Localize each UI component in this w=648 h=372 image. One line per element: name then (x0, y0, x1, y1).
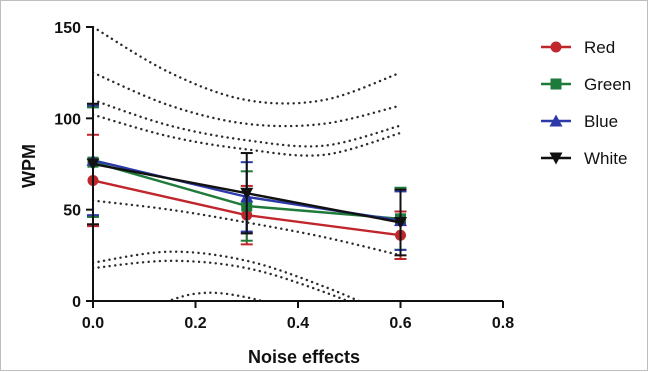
legend-label-green: Green (584, 75, 631, 94)
legend-label-white: White (584, 149, 627, 168)
series-group (86, 102, 407, 260)
confidence-band-4 (93, 113, 402, 157)
series-white (86, 102, 407, 257)
legend-item-green: Green (541, 75, 631, 94)
axes: 0.0 0.2 0.4 0.6 0.8 0 50 100 150 (54, 20, 514, 332)
y-tick-label: 50 (63, 203, 81, 220)
legend-item-white: White (541, 149, 627, 168)
confidence-band-1 (93, 25, 402, 105)
x-ticks: 0.0 0.2 0.4 0.6 0.8 (82, 301, 514, 332)
white-point (240, 187, 254, 200)
y-tick-label: 150 (54, 20, 81, 37)
legend-label-red: Red (584, 38, 615, 57)
legend-marker-white (549, 152, 563, 165)
legend: Red Green Blue White (541, 38, 631, 168)
legend-item-blue: Blue (541, 112, 618, 131)
y-axis-title: WPM (19, 144, 39, 188)
confidence-band-3 (93, 98, 402, 148)
confidence-bands (93, 25, 402, 301)
legend-marker-green (550, 78, 562, 90)
legend-label-blue: Blue (584, 112, 618, 131)
y-ticks: 0 50 100 150 (54, 20, 93, 311)
legend-marker-blue (549, 114, 563, 127)
confidence-band-6 (93, 250, 363, 301)
confidence-band-2 (93, 71, 402, 128)
x-axis-title: Noise effects (248, 347, 360, 367)
y-tick-label: 100 (54, 111, 81, 128)
y-tick-label: 0 (72, 294, 81, 311)
legend-item-red: Red (541, 38, 615, 57)
x-tick-label: 0.4 (287, 315, 309, 332)
legend-marker-red (550, 41, 562, 53)
x-tick-label: 0.8 (492, 315, 514, 332)
x-tick-label: 0.6 (389, 315, 411, 332)
confidence-band-7 (93, 259, 351, 301)
white-point (394, 216, 407, 229)
x-tick-label: 0.0 (82, 315, 104, 332)
x-tick-label: 0.2 (184, 315, 206, 332)
